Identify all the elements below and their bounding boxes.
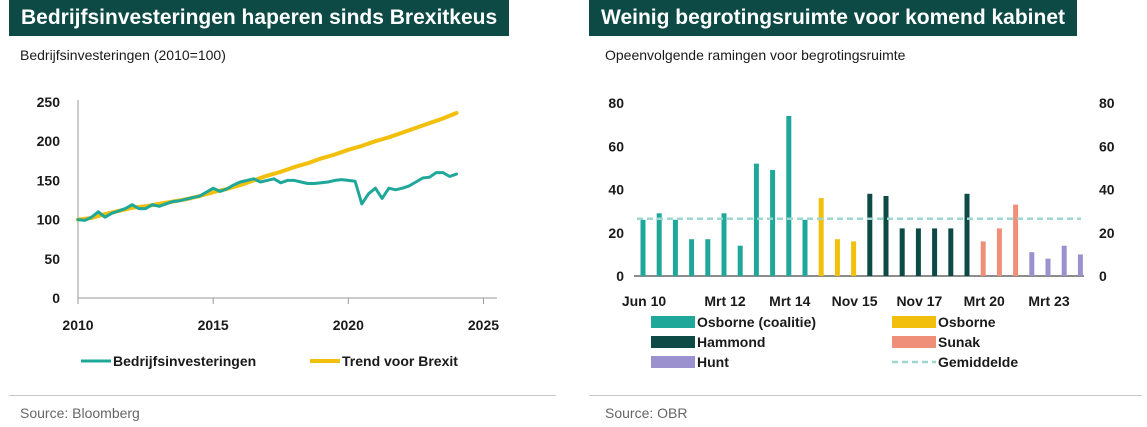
legend-label: Gemiddelde	[938, 354, 1018, 370]
y-tick-label: 100	[37, 212, 61, 228]
bar-osborne	[851, 241, 857, 276]
legend-label: Osborne	[938, 314, 996, 330]
legend-swatch	[651, 336, 695, 348]
bar-osborne-coalitie	[640, 219, 646, 276]
y-tick-label-right: 20	[1099, 225, 1115, 241]
legend-swatch	[892, 316, 936, 328]
legend-swatch	[651, 356, 695, 368]
bar-hammond	[948, 228, 954, 276]
bar-hammond	[964, 193, 970, 276]
bar-osborne-coalitie	[737, 245, 743, 276]
legend-label: Hammond	[697, 334, 765, 350]
bar-osborne-coalitie	[802, 219, 808, 276]
y-tick-label-left: 0	[616, 268, 624, 284]
bar-hammond	[915, 228, 921, 276]
legend-swatch	[892, 336, 936, 348]
x-tick-label: Mrt 20	[964, 293, 1005, 309]
right-chart-subtitle: Opeenvolgende ramingen voor begrotingsru…	[605, 47, 906, 63]
y-tick-label: 250	[37, 94, 61, 110]
y-tick-label-right: 60	[1099, 138, 1115, 154]
left-divider	[9, 395, 556, 396]
bar-sunak	[980, 241, 986, 276]
bar-osborne-coalitie	[786, 116, 792, 276]
x-tick-label: Mrt 12	[704, 293, 745, 309]
bar-osborne-coalitie	[672, 219, 678, 276]
x-tick-label: Jun 10	[622, 293, 667, 309]
right-chart-title: Weinig begrotingsruimte voor komend kabi…	[589, 0, 1077, 36]
bar-osborne-coalitie	[721, 213, 727, 276]
bar-osborne-coalitie	[656, 213, 662, 276]
y-tick-label: 0	[52, 290, 60, 306]
x-tick-label: Nov 17	[896, 293, 942, 309]
bar-osborne-coalitie	[689, 239, 695, 276]
bar-hunt	[1045, 258, 1051, 276]
y-tick-label-right: 0	[1099, 268, 1107, 284]
legend-label: Trend voor Brexit	[342, 353, 458, 369]
bar-sunak	[1013, 204, 1019, 276]
legend-label: Hunt	[697, 354, 729, 370]
left-chart-title: Bedrijfsinvesteringen haperen sinds Brex…	[9, 0, 510, 36]
bar-osborne-coalitie	[770, 170, 776, 276]
bar-osborne	[818, 198, 824, 276]
bar-osborne-coalitie	[753, 163, 759, 276]
trend-voor-brexit-line	[76, 111, 459, 222]
y-tick-label: 150	[37, 172, 61, 188]
y-tick-label: 200	[37, 133, 61, 149]
bar-hammond	[867, 193, 873, 276]
right-bar-chart: 0 0 20 20 40 40 60 60 80 80 Jun 10 Mrt 12 Mrt 14 Nov …	[608, 95, 1115, 370]
x-tick-label: Mrt 14	[769, 293, 810, 309]
y-tick-label-left: 40	[608, 182, 624, 198]
right-panel: Weinig begrotingsruimte voor komend kabi…	[589, 0, 1147, 427]
bar-osborne	[834, 239, 840, 276]
x-tick-label: 2025	[468, 317, 499, 333]
legend-label: Sunak	[938, 334, 980, 350]
legend-swatch	[651, 316, 695, 328]
y-tick-label: 50	[44, 251, 60, 267]
y-tick-label-left: 20	[608, 225, 624, 241]
y-tick-label-right: 40	[1099, 182, 1115, 198]
x-tick-label: 2010	[62, 317, 93, 333]
bar-hunt	[1077, 254, 1083, 276]
legend-label: Bedrijfsinvesteringen	[113, 353, 256, 369]
left-panel: Bedrijfsinvesteringen haperen sinds Brex…	[0, 0, 556, 427]
right-source: Source: OBR	[605, 405, 688, 421]
bedrijfsinvesteringen-line	[76, 171, 458, 222]
left-chart-subtitle: Bedrijfsinvesteringen (2010=100)	[20, 47, 226, 63]
left-source: Source: Bloomberg	[20, 405, 140, 421]
x-tick-label: Mrt 23	[1028, 293, 1069, 309]
bar-hunt	[1061, 245, 1067, 276]
right-divider	[589, 395, 1142, 396]
y-tick-label-right: 80	[1099, 95, 1115, 111]
bar-hammond	[932, 228, 938, 276]
bar-hammond	[899, 228, 905, 276]
x-tick-label: 2015	[198, 317, 229, 333]
y-tick-label-left: 60	[608, 138, 624, 154]
bar-hammond	[883, 196, 889, 276]
left-line-chart: 0 50 100 150 200 250 2010 2015 2020 2025 Bedrijfsi…	[37, 94, 500, 369]
bar-sunak	[996, 228, 1002, 276]
bar-osborne-coalitie	[705, 239, 711, 276]
legend-label: Osborne (coalitie)	[697, 314, 816, 330]
x-tick-label: 2020	[333, 317, 364, 333]
x-tick-label: Nov 15	[832, 293, 878, 309]
y-tick-label-left: 80	[608, 95, 624, 111]
bar-hunt	[1029, 252, 1035, 276]
